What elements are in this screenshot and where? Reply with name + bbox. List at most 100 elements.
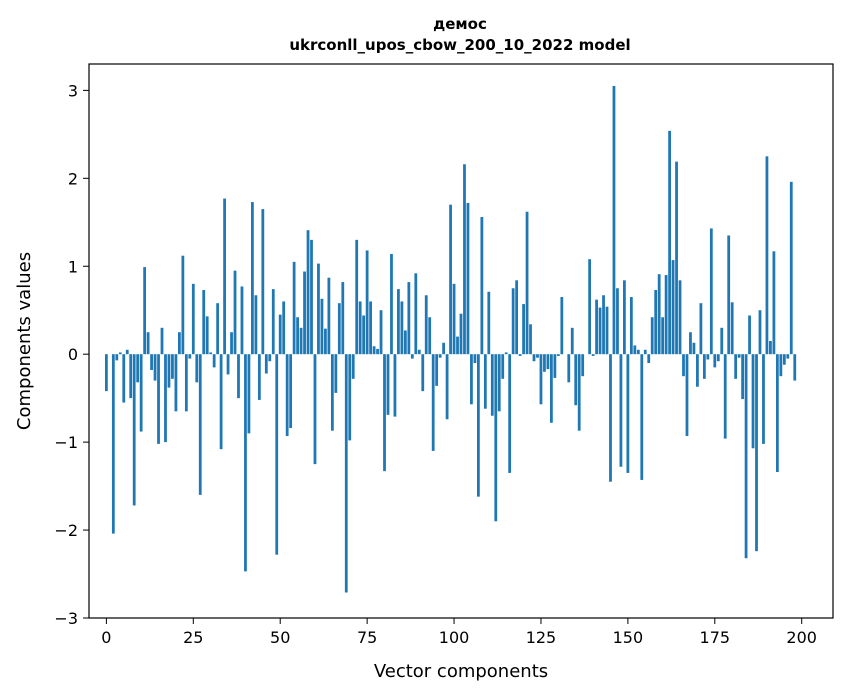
bar (233, 270, 237, 355)
bar (744, 354, 748, 559)
bar (668, 130, 671, 355)
bar (324, 328, 327, 355)
bar (755, 354, 758, 552)
bar (428, 317, 432, 355)
bar (181, 255, 185, 355)
bar (539, 354, 543, 405)
bar (504, 352, 508, 355)
bar (550, 354, 553, 423)
bar (313, 354, 317, 465)
bar (612, 85, 616, 355)
bar (518, 354, 522, 356)
bar (574, 354, 578, 406)
bar (699, 303, 703, 355)
bar (188, 354, 192, 359)
bar (456, 336, 459, 355)
bar (588, 259, 592, 355)
bar (543, 354, 546, 372)
bar (567, 354, 571, 383)
bar (351, 354, 355, 379)
bar (122, 354, 126, 403)
bar (633, 345, 637, 355)
bar (299, 327, 303, 355)
bar (696, 354, 699, 387)
bar (146, 332, 150, 355)
bar (605, 306, 609, 355)
bar (560, 297, 564, 355)
bar (212, 354, 216, 368)
bar (616, 288, 619, 355)
bar (132, 354, 136, 506)
bar (198, 354, 202, 495)
bar (623, 280, 626, 355)
bar (334, 354, 338, 393)
bar (730, 302, 734, 355)
bar (240, 286, 244, 355)
bar (671, 260, 675, 355)
bar (379, 310, 383, 355)
x-tick-label: 175 (700, 628, 731, 647)
x-axis-label: Vector components (374, 661, 548, 682)
bar (452, 283, 456, 355)
bar (383, 354, 386, 472)
bar (376, 348, 379, 355)
bar (330, 354, 334, 431)
bar (400, 301, 404, 355)
bar (692, 342, 696, 355)
bar (758, 310, 762, 355)
bar (275, 354, 279, 555)
bar (344, 354, 348, 593)
bar (629, 297, 633, 355)
bar (230, 332, 233, 355)
bar (529, 324, 532, 355)
bar (125, 349, 129, 355)
bar (143, 267, 147, 355)
bar (619, 354, 623, 467)
bar (407, 282, 411, 355)
chart-title: демос (433, 15, 487, 33)
bar (348, 354, 352, 441)
bar (748, 315, 751, 355)
bar (581, 354, 585, 377)
bar (650, 317, 654, 355)
bar (497, 354, 501, 412)
bar (709, 228, 713, 355)
bar (772, 251, 776, 355)
bar (317, 263, 320, 355)
bar (244, 354, 247, 572)
bar (727, 235, 731, 355)
bar (289, 354, 293, 429)
bar (303, 271, 306, 355)
bar (191, 283, 195, 355)
y-tick-label: −3 (54, 609, 78, 628)
bar (129, 354, 133, 399)
bar (511, 288, 515, 355)
bar (292, 261, 296, 355)
bar (675, 161, 678, 355)
bar (431, 354, 435, 451)
bar (369, 301, 372, 355)
bar (501, 354, 505, 379)
bar (403, 330, 407, 355)
bar (247, 354, 251, 434)
bar (508, 354, 512, 473)
bar (643, 349, 647, 355)
bar (271, 289, 275, 355)
bar (337, 303, 341, 355)
bar (209, 352, 213, 355)
bar (306, 230, 310, 355)
bar (782, 354, 786, 365)
bar (219, 354, 223, 450)
x-tick-label: 0 (101, 628, 111, 647)
y-axis-ticks: −3 −2 −1 0 1 2 3 (54, 81, 89, 628)
bar (393, 354, 397, 417)
bar (285, 354, 289, 436)
bar (591, 354, 595, 356)
bar (257, 354, 261, 400)
bar (682, 354, 685, 377)
bar (789, 181, 793, 355)
bar (184, 354, 188, 412)
bar (445, 354, 449, 420)
